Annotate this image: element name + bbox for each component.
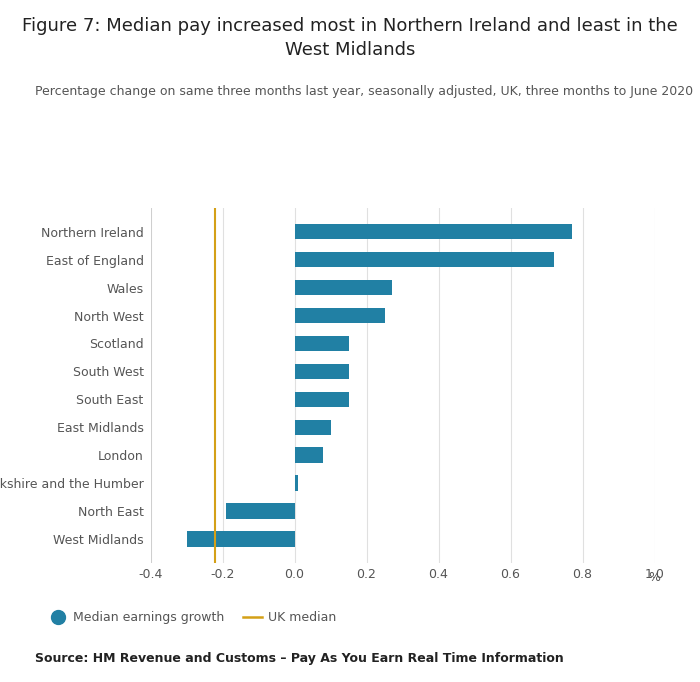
Text: Source: HM Revenue and Customs – Pay As You Earn Real Time Information: Source: HM Revenue and Customs – Pay As … [35, 652, 564, 665]
Bar [295, 447, 323, 463]
Bar [295, 224, 572, 239]
Bar [186, 531, 295, 546]
Bar [295, 419, 330, 435]
Legend: Median earnings growth, UK median: Median earnings growth, UK median [48, 612, 337, 625]
Bar [226, 503, 295, 518]
Bar [295, 252, 554, 267]
Bar [295, 336, 349, 351]
Bar [295, 308, 384, 323]
Text: Percentage change on same three months last year, seasonally adjusted, UK, three: Percentage change on same three months l… [35, 85, 693, 98]
Bar [295, 364, 349, 379]
Bar [295, 391, 349, 407]
Text: %: % [648, 571, 661, 584]
Bar [295, 475, 298, 491]
Bar [295, 280, 392, 295]
Text: Figure 7: Median pay increased most in Northern Ireland and least in the
West Mi: Figure 7: Median pay increased most in N… [22, 17, 678, 59]
